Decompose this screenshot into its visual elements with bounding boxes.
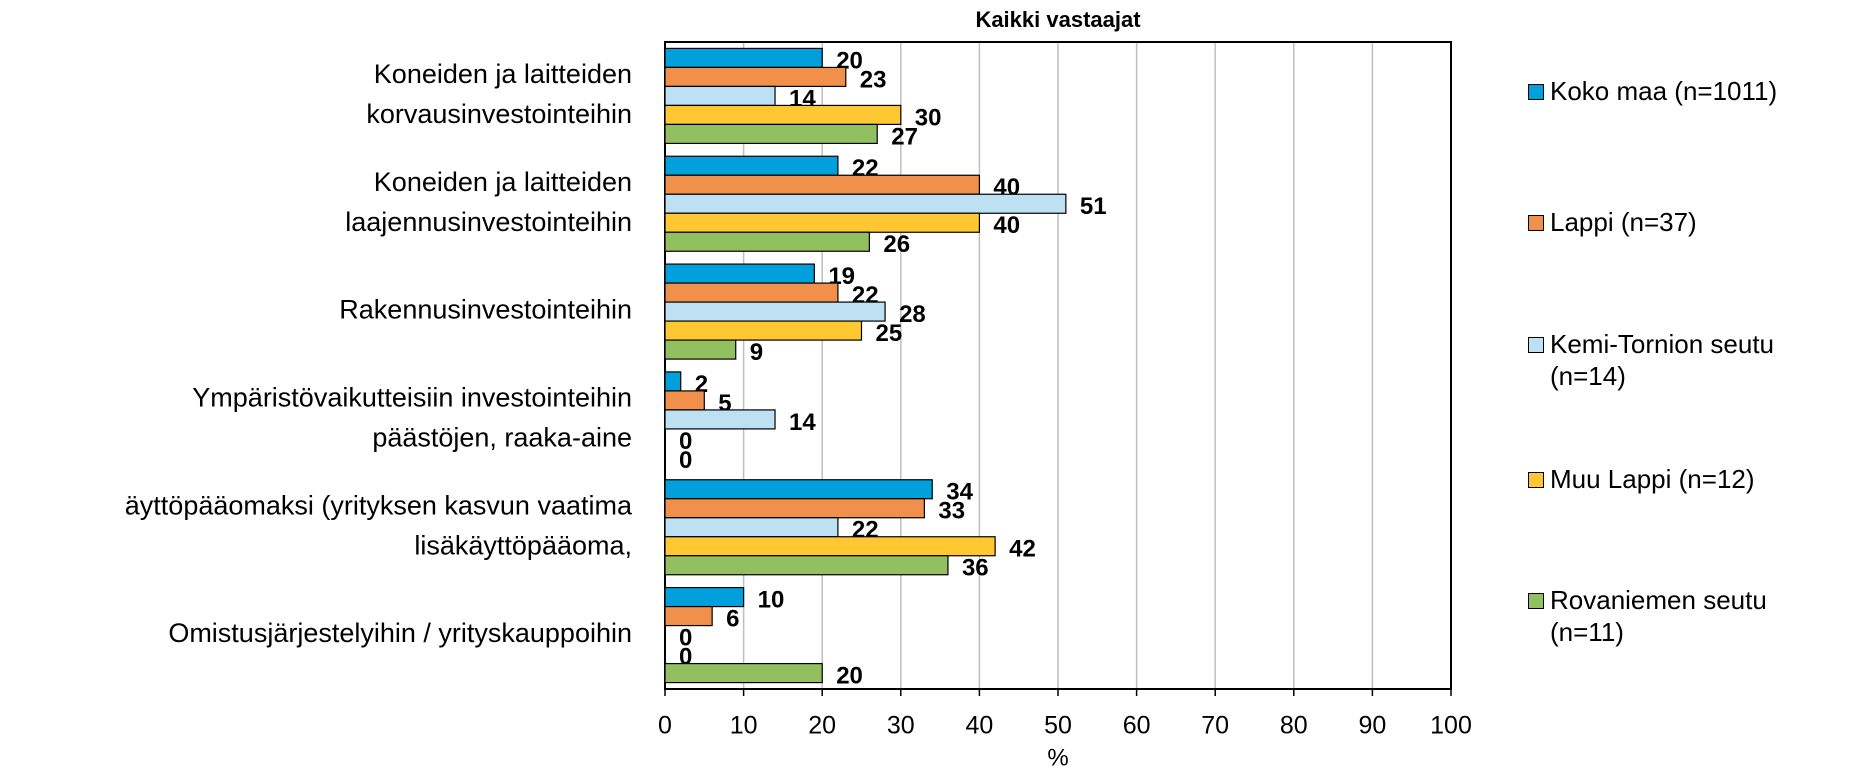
legend-label: Rovaniemen seutu (n=11) — [1550, 585, 1767, 647]
y-tick-label: Koneiden ja laitteiden — [374, 167, 632, 197]
bar — [664, 104, 902, 126]
x-tick-label: 100 — [1430, 712, 1472, 740]
legend-swatch — [1528, 472, 1544, 488]
data-label: 0 — [679, 428, 692, 455]
y-tick-label: äyttöpääomaksi (yrityksen kasvun vaatima — [125, 490, 633, 520]
x-tick-label: 40 — [965, 712, 993, 740]
data-label: 26 — [883, 231, 910, 258]
legend-swatch — [1528, 215, 1544, 231]
bar — [664, 339, 737, 360]
legend-swatch — [1528, 84, 1544, 100]
data-label: 25 — [876, 320, 903, 347]
bar — [664, 479, 933, 500]
bar — [664, 498, 925, 519]
x-tick-label: 90 — [1358, 712, 1386, 740]
data-label: 51 — [1080, 193, 1107, 220]
bar — [664, 517, 839, 538]
y-tick-label: lisäkäyttöpääoma, — [414, 530, 632, 560]
x-tick-label: 30 — [887, 712, 915, 740]
bar — [664, 662, 823, 684]
legend-item: Kemi-Tornion seutu (n=14) — [1528, 328, 1828, 392]
bar — [664, 536, 996, 557]
legend-item: Muu Lappi (n=12) — [1528, 463, 1828, 495]
plot-frame — [664, 41, 1452, 690]
y-tick-label: päästöjen, raaka-aine — [372, 423, 632, 453]
bar — [664, 123, 878, 145]
y-tick-label: Koneiden ja laitteiden — [374, 59, 632, 89]
data-label: 28 — [899, 301, 926, 328]
bar — [664, 409, 776, 430]
y-tick-label: Ympäristövaikutteisiin investointeihin — [192, 383, 632, 413]
bar — [664, 555, 949, 576]
legend-swatch — [1528, 593, 1544, 609]
bar — [664, 231, 870, 252]
x-axis-label: % — [1047, 744, 1068, 768]
data-label: 33 — [938, 498, 965, 525]
bar — [664, 85, 776, 107]
bar — [664, 66, 847, 88]
data-label: 42 — [1009, 536, 1036, 563]
bar — [664, 174, 980, 195]
data-label: 27 — [891, 123, 918, 150]
data-label: 20 — [836, 662, 863, 689]
legend-item: Lappi (n=37) — [1528, 206, 1828, 238]
bar — [664, 282, 839, 303]
y-tick-label: Omistusjärjestelyihin / yrityskauppoihin — [168, 618, 632, 648]
bar — [664, 390, 705, 411]
data-label: 0 — [679, 447, 692, 474]
data-label: 23 — [860, 66, 887, 93]
legend-label: Lappi (n=37) — [1550, 207, 1697, 237]
x-tick-label: 10 — [730, 712, 758, 740]
legend-label: Kemi-Tornion seutu (n=14) — [1550, 329, 1774, 391]
bar — [664, 263, 815, 284]
x-tick-label: 50 — [1044, 712, 1072, 740]
legend-item: Rovaniemen seutu (n=11) — [1528, 584, 1828, 648]
bar — [664, 301, 886, 322]
data-label: 0 — [679, 624, 692, 651]
data-label: 9 — [750, 339, 763, 366]
bar — [664, 212, 980, 233]
x-tick-label: 70 — [1201, 712, 1229, 740]
legend-swatch — [1528, 337, 1544, 353]
x-tick-label: 80 — [1280, 712, 1308, 740]
data-label: 34 — [946, 479, 973, 506]
legend-label: Muu Lappi (n=12) — [1550, 464, 1755, 494]
bar — [664, 320, 863, 341]
x-tick-label: 60 — [1123, 712, 1151, 740]
data-label: 10 — [758, 586, 785, 613]
x-tick-label: 0 — [658, 712, 672, 740]
bar — [664, 586, 745, 608]
bar — [664, 605, 713, 627]
data-label: 14 — [789, 409, 816, 436]
bar — [664, 371, 682, 392]
y-tick-label: korvausinvestointeihin — [366, 99, 632, 129]
legend-label: Koko maa (n=1011) — [1550, 76, 1778, 106]
data-label: 30 — [915, 104, 942, 131]
x-tick-label: 20 — [808, 712, 836, 740]
bar — [664, 193, 1067, 214]
y-tick-label: laajennusinvestointeihin — [345, 207, 632, 237]
legend-item: Koko maa (n=1011) — [1528, 75, 1828, 107]
chart-title: Kaikki vastaajat — [975, 7, 1141, 32]
data-label: 6 — [726, 605, 739, 632]
data-label: 36 — [962, 555, 989, 582]
data-label: 40 — [993, 212, 1020, 239]
bar — [664, 155, 839, 176]
y-tick-label: Rakennusinvestointeihin — [339, 295, 632, 325]
bar — [664, 47, 823, 69]
